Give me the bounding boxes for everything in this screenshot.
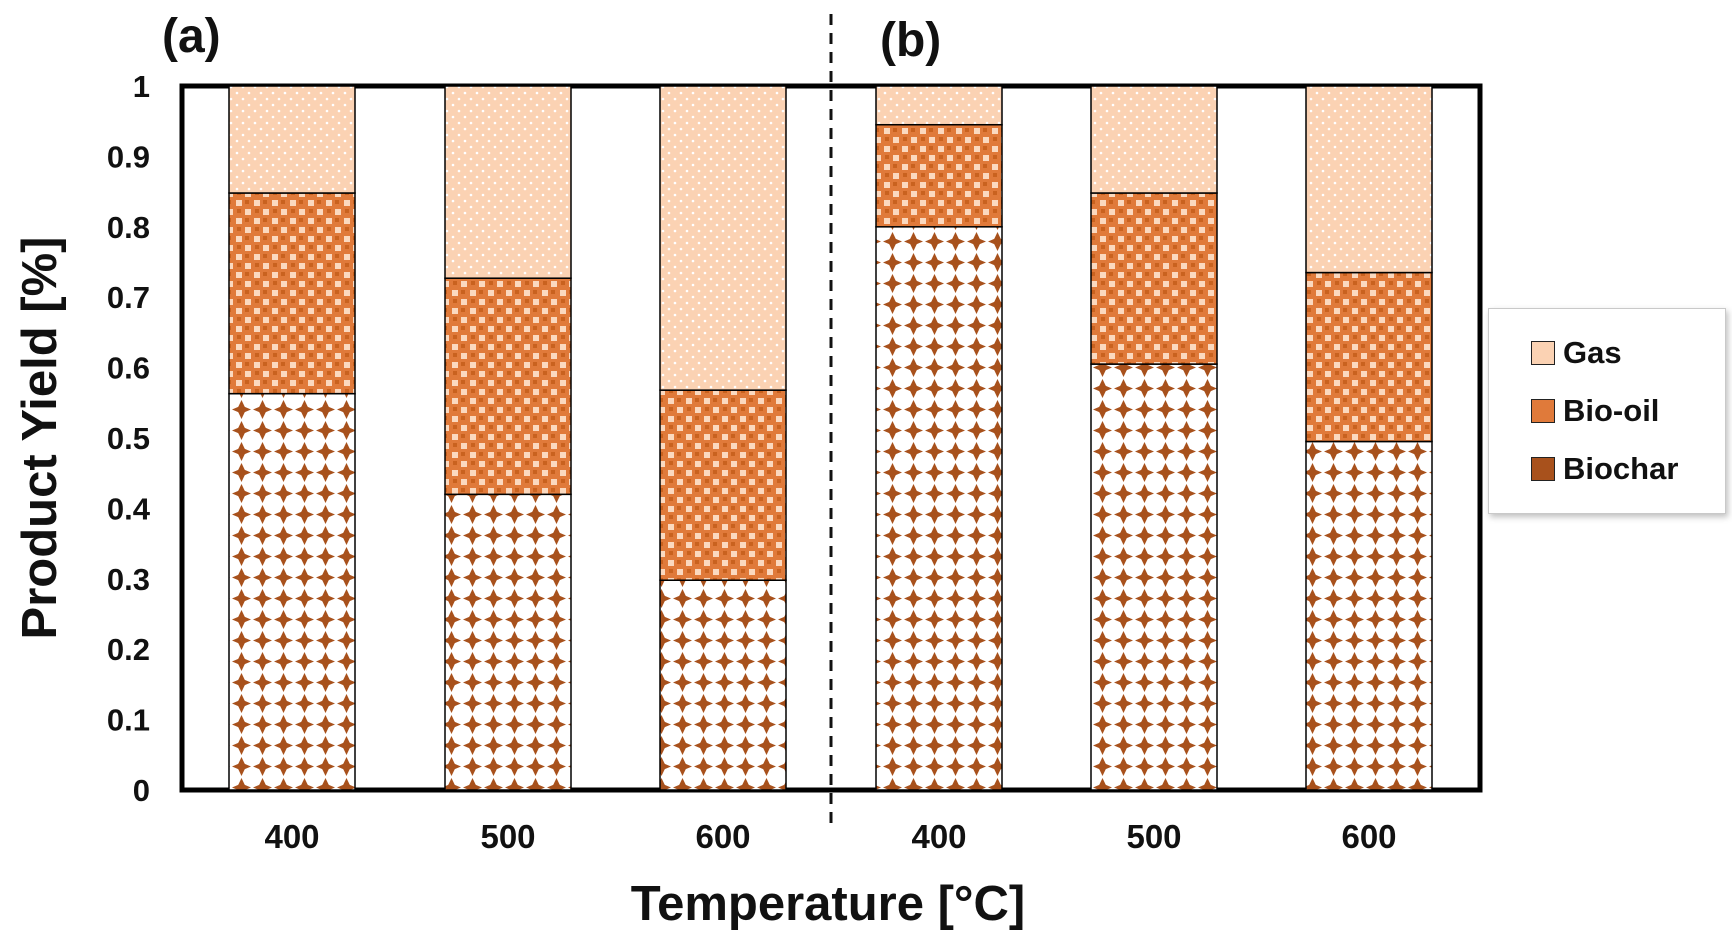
y-tick-label: 0.8 — [107, 210, 150, 245]
x-tick-label: 400 — [911, 818, 966, 855]
y-axis-title: Product Yield [%] — [13, 237, 67, 640]
legend: Gas Bio-oil Biochar — [1488, 308, 1726, 514]
y-tick-label: 0.5 — [107, 421, 150, 456]
bar-gas-a-600 — [659, 85, 787, 391]
bar-bio-oil-b-400 — [875, 123, 1003, 228]
panel-label-a: (a) — [162, 10, 221, 63]
bar-bio-oil-b-500 — [1090, 192, 1218, 365]
y-tick-label: 0.2 — [107, 632, 150, 667]
legend-item-gas: Gas — [1531, 333, 1622, 373]
bar-bio-oil-a-600 — [659, 389, 787, 581]
y-tick-label: 0 — [133, 773, 150, 808]
legend-item-bio-oil: Bio-oil — [1531, 391, 1659, 431]
bar-biochar-a-500 — [444, 493, 572, 791]
bar-gas-a-500 — [444, 85, 572, 279]
bar-bio-oil-a-400 — [228, 192, 356, 395]
bar-gas-b-500 — [1090, 85, 1218, 194]
legend-swatch-bio-oil — [1531, 399, 1555, 423]
x-axis-title: Temperature [°C] — [631, 877, 1025, 931]
legend-label-bio-oil: Bio-oil — [1563, 393, 1660, 428]
bar-biochar-b-400 — [875, 226, 1003, 791]
legend-item-biochar: Biochar — [1531, 449, 1678, 489]
legend-swatch-gas — [1531, 341, 1555, 365]
panel-label-b: (b) — [880, 14, 941, 67]
legend-swatch-biochar — [1531, 457, 1555, 481]
y-tick-label: 0.4 — [107, 491, 151, 526]
bar-biochar-b-600 — [1305, 440, 1433, 791]
x-tick-label: 500 — [1126, 818, 1181, 855]
bar-bio-oil-a-500 — [444, 277, 572, 496]
y-tick-label: 0.6 — [107, 351, 150, 386]
y-tick-label: 1 — [133, 69, 150, 104]
bar-biochar-a-600 — [659, 579, 787, 791]
bar-gas-a-400 — [228, 85, 356, 194]
y-tick-label: 0.7 — [107, 280, 150, 315]
x-tick-label: 500 — [480, 818, 535, 855]
x-tick-label: 400 — [264, 818, 319, 855]
y-tick-label: 0.9 — [107, 139, 150, 174]
bar-biochar-b-500 — [1090, 363, 1218, 791]
y-tick-label: 0.1 — [107, 703, 150, 738]
x-tick-label: 600 — [1341, 818, 1396, 855]
legend-label-biochar: Biochar — [1563, 451, 1679, 486]
y-axis-ticks: 0 0.1 0.2 0.3 0.4 0.5 0.6 0.7 0.8 0.9 1 — [107, 69, 151, 808]
bar-bio-oil-b-600 — [1305, 271, 1433, 443]
bar-gas-b-600 — [1305, 85, 1433, 274]
bar-biochar-a-400 — [228, 392, 356, 791]
y-tick-label: 0.3 — [107, 562, 150, 597]
bar-gas-b-400 — [875, 85, 1003, 126]
bar-series — [228, 85, 1433, 791]
x-axis-ticks: 400 500 600 400 500 600 — [264, 818, 1396, 855]
legend-label-gas: Gas — [1563, 335, 1622, 370]
x-tick-label: 600 — [695, 818, 750, 855]
